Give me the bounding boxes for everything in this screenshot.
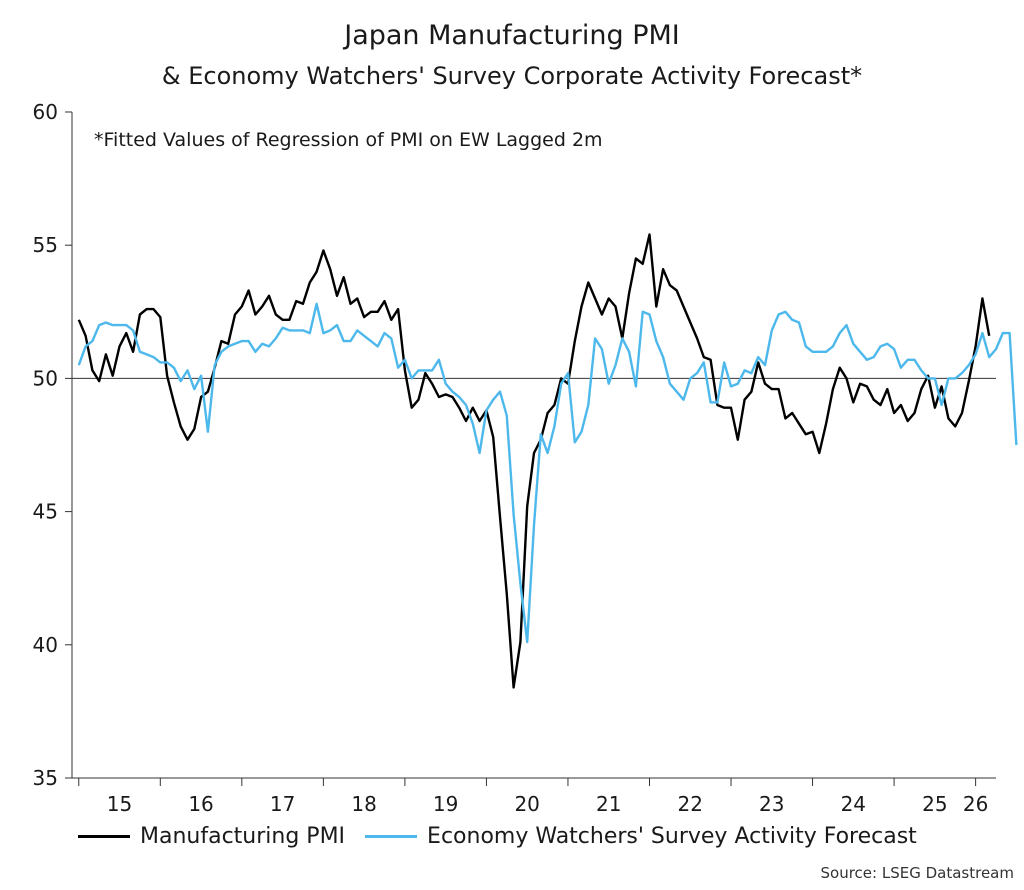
x-tick-label: 20	[514, 792, 539, 816]
x-tick-label: 21	[596, 792, 621, 816]
x-tick-label: 24	[841, 792, 866, 816]
x-tick-label: 22	[678, 792, 703, 816]
y-tick-label: 55	[33, 233, 58, 257]
y-tick-label: 40	[33, 633, 58, 657]
chart-source: Source: LSEG Datastream	[820, 864, 1014, 882]
x-tick-label: 26	[963, 792, 988, 816]
x-tick-label: 18	[351, 792, 376, 816]
x-tick-label: 16	[188, 792, 213, 816]
y-tick-label: 60	[33, 100, 58, 124]
legend-swatch-ew	[365, 835, 418, 838]
legend-swatch-pmi	[78, 835, 130, 838]
legend-label-ew: Economy Watchers' Survey Activity Foreca…	[427, 824, 917, 849]
chart-subtitle: & Economy Watchers' Survey Corporate Act…	[161, 62, 863, 90]
legend-item-ew: Economy Watchers' Survey Activity Foreca…	[365, 824, 917, 849]
y-tick-label: 35	[33, 766, 58, 790]
y-tick-label: 50	[33, 366, 58, 390]
x-tick-label: 19	[433, 792, 458, 816]
legend-label-pmi: Manufacturing PMI	[140, 824, 346, 849]
series-line-economy-watchers	[77, 302, 1018, 644]
x-tick-label: 23	[759, 792, 784, 816]
x-tick-label: 15	[107, 792, 132, 816]
x-tick-label: 17	[270, 792, 295, 816]
chart-legend: Manufacturing PMI Economy Watchers' Surv…	[78, 824, 937, 849]
chart-note: *Fitted Values of Regression of PMI on E…	[94, 129, 603, 151]
chart-title: Japan Manufacturing PMI	[344, 20, 680, 51]
chart-series-layer	[77, 233, 1018, 689]
x-tick-label: 25	[922, 792, 947, 816]
legend-item-pmi: Manufacturing PMI	[78, 824, 345, 849]
series-line-manufacturing-pmi	[77, 233, 991, 689]
chart-axes: 35 40 45 50 55 60 15 16 17 18 19 20 21 22 23 24 25 26	[33, 100, 996, 816]
y-tick-label: 45	[33, 500, 58, 524]
